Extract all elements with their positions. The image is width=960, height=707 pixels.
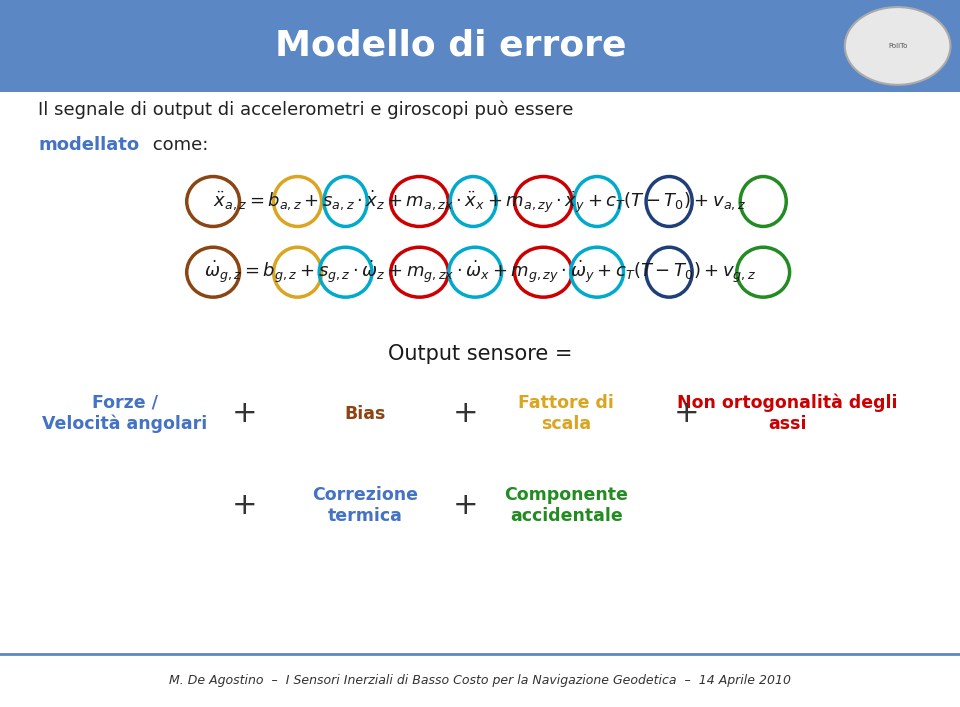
Text: Modello di errore: Modello di errore xyxy=(276,29,627,63)
Text: +: + xyxy=(453,491,478,520)
Text: Fattore di
scala: Fattore di scala xyxy=(518,395,614,433)
Text: Componente
accidentale: Componente accidentale xyxy=(504,486,629,525)
Text: PoliTo: PoliTo xyxy=(888,43,907,49)
FancyBboxPatch shape xyxy=(0,0,960,92)
Text: Output sensore =: Output sensore = xyxy=(388,344,572,363)
Text: $\ddot{x}_{a,z} = b_{a,z} + s_{a,z} \cdot \dot{x}_z + m_{a,zx} \cdot \ddot{x}_x : $\ddot{x}_{a,z} = b_{a,z} + s_{a,z} \cdo… xyxy=(213,188,747,215)
Text: +: + xyxy=(232,491,257,520)
Text: Bias: Bias xyxy=(344,404,386,423)
Text: Il segnale di output di accelerometri e giroscopi può essere: Il segnale di output di accelerometri e … xyxy=(38,100,574,119)
Text: $\dot{\omega}_{g,z} = b_{g,z} + s_{g,z} \cdot \dot{\omega}_z + m_{g,zx} \cdot \d: $\dot{\omega}_{g,z} = b_{g,z} + s_{g,z} … xyxy=(204,259,756,286)
Circle shape xyxy=(845,7,950,85)
Text: come:: come: xyxy=(147,136,208,154)
Text: M. De Agostino  –  I Sensori Inerziali di Basso Costo per la Navigazione Geodeti: M. De Agostino – I Sensori Inerziali di … xyxy=(169,674,791,686)
Text: +: + xyxy=(674,399,699,428)
Text: Forze /
Velocità angolari: Forze / Velocità angolari xyxy=(42,394,207,433)
Text: +: + xyxy=(232,399,257,428)
Text: Correzione
termica: Correzione termica xyxy=(312,486,418,525)
Text: Non ortogonalità degli
assi: Non ortogonalità degli assi xyxy=(677,394,898,433)
Text: modellato: modellato xyxy=(38,136,139,154)
Text: +: + xyxy=(453,399,478,428)
